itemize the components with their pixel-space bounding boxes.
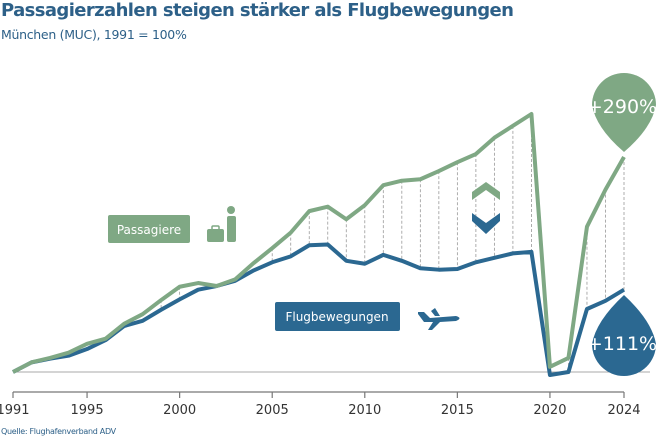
x-tick-label-1991: 1991 xyxy=(0,403,30,418)
divergence-chevrons-icon xyxy=(472,182,500,234)
gap-lines xyxy=(160,114,625,372)
passengers-change-label: +290% xyxy=(587,96,657,118)
passenger-luggage-icon xyxy=(207,206,236,242)
x-tick-label-2010: 2010 xyxy=(348,403,381,418)
chart-title: Passagierzahlen steigen stärker als Flug… xyxy=(1,0,514,21)
series-line-passengers xyxy=(12,112,626,374)
chart-subtitle: München (MUC), 1991 = 100% xyxy=(1,27,187,42)
x-tick-label-2020: 2020 xyxy=(533,403,566,418)
x-tick-label-1995: 1995 xyxy=(71,403,104,418)
x-tick-label-2015: 2015 xyxy=(441,403,474,418)
legend-flights: Flugbewegungen xyxy=(275,302,460,331)
legend-passengers: Passagiere xyxy=(108,206,236,243)
x-tick-label-2005: 2005 xyxy=(256,403,289,418)
x-axis: 1991 1995 2000 2005 2010 2015 2020 2024 xyxy=(0,391,641,418)
flights-change-label: +111% xyxy=(587,333,657,355)
legend-passengers-box xyxy=(108,215,190,243)
flights-change-badge: +111% xyxy=(587,295,657,376)
source-note: Quelle: Flughafenverband ADV xyxy=(1,427,116,436)
x-tick-label-2024: 2024 xyxy=(607,403,640,418)
x-tick-label-2000: 2000 xyxy=(163,403,196,418)
passengers-change-badge: +290% xyxy=(587,73,657,152)
legend-flights-label: Flugbewegungen xyxy=(285,310,388,324)
legend-flights-box xyxy=(275,302,400,331)
airplane-icon xyxy=(418,308,460,330)
legend-passengers-label: Passagiere xyxy=(117,223,181,237)
